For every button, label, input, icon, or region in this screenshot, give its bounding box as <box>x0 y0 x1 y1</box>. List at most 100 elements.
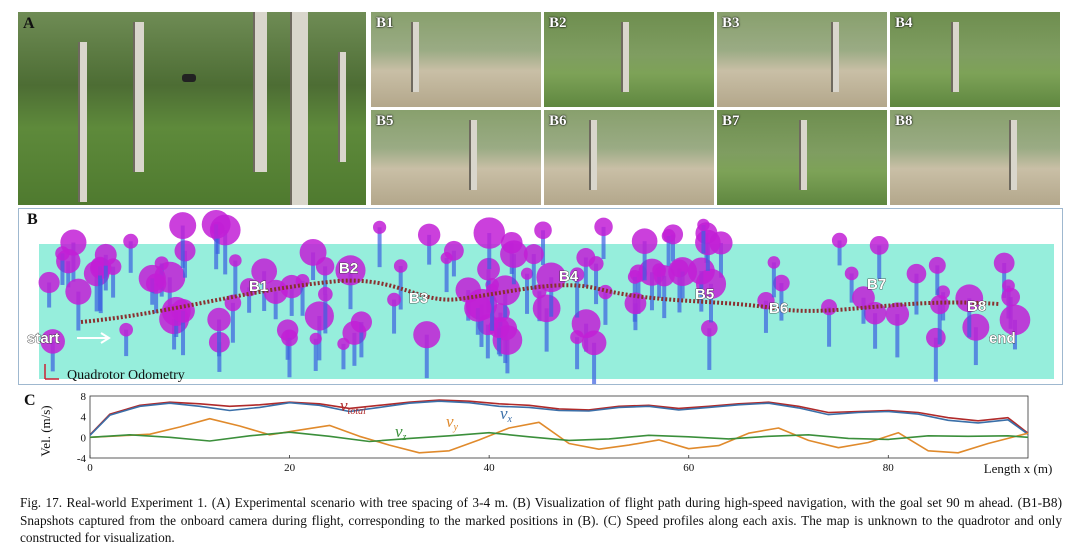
tree-stem <box>511 254 516 285</box>
tree-stem <box>76 291 81 331</box>
tree-stem <box>172 319 177 350</box>
tree-stem <box>505 340 510 374</box>
tree-canopy <box>773 274 790 292</box>
y-axis-label: Vel. (m/s) <box>38 405 53 456</box>
tree-canopy <box>631 228 658 255</box>
tree-canopy <box>38 271 60 294</box>
tree-canopy <box>40 329 65 354</box>
tree-canopy <box>440 252 453 265</box>
tree-canopy <box>928 256 946 274</box>
tree-stem <box>103 254 108 291</box>
tree-canopy <box>523 244 544 265</box>
tree-trunk <box>831 22 839 92</box>
v-y-label: vy <box>446 412 459 433</box>
tree-stem <box>214 224 219 270</box>
tree-stem <box>973 327 978 366</box>
tree-canopy <box>534 221 552 240</box>
tree-canopy <box>624 292 647 315</box>
tree-stem <box>877 245 882 279</box>
map-marker-b4: B4 <box>559 268 579 285</box>
tree-stem <box>666 235 671 268</box>
odometry-label: Quadrotor Odometry <box>67 368 185 383</box>
tree-canopy <box>767 256 781 269</box>
tree-stem <box>451 250 456 277</box>
tree-canopy <box>174 240 196 262</box>
tree-canopy <box>55 246 70 261</box>
tree-stem <box>230 302 235 343</box>
tree-stem <box>311 252 316 281</box>
snapshot-b7: B7 <box>717 110 887 205</box>
map-panel-b: B B1 B2 B3 B4 B5 B6 B7 B8 start end Quadrotor Odom… <box>18 208 1063 385</box>
tree-canopy <box>999 304 1031 336</box>
tree-trunk <box>799 120 807 190</box>
tree-canopy <box>852 286 875 310</box>
tree-stem <box>323 294 328 334</box>
tree-canopy <box>169 212 197 239</box>
tree-stem <box>247 287 252 313</box>
tree-canopy <box>955 284 984 313</box>
snapshot-label: B2 <box>549 15 567 31</box>
tree-trunk <box>411 22 419 92</box>
tree-canopy <box>263 279 288 304</box>
tree-canopy <box>627 270 642 284</box>
x-tick-label: 0 <box>87 462 93 474</box>
v-z-label: vz <box>395 422 407 443</box>
odometry-axes-icon <box>44 364 59 380</box>
map-marker-b2: B2 <box>339 260 358 277</box>
tree-stem <box>575 337 580 370</box>
tree-canopy <box>661 229 676 243</box>
x-axis-label: Length x (m) <box>984 461 1053 476</box>
tree-stem <box>873 313 878 349</box>
tree-stem <box>701 224 706 254</box>
tree-canopy <box>569 267 585 282</box>
tree-canopy <box>350 311 372 333</box>
panel-b-label: B <box>27 211 38 228</box>
tree-canopy <box>581 330 607 356</box>
tree-canopy <box>464 294 492 322</box>
tree-canopy <box>315 257 335 276</box>
tree-stem <box>223 230 228 275</box>
tree-canopy <box>570 330 584 345</box>
tree-trunk <box>951 22 959 92</box>
tree-stem <box>933 337 938 382</box>
plot-frame <box>89 395 1029 459</box>
tree-trunk <box>469 120 477 190</box>
tree-stem <box>289 286 294 316</box>
snapshot-b6: B6 <box>544 110 714 205</box>
tree-canopy <box>65 278 92 305</box>
caption-text: Fig. 17. Real-world Experiment 1. (A) Ex… <box>20 495 1062 545</box>
tree-stem <box>827 307 832 347</box>
tree-canopy <box>885 302 910 326</box>
tree-stem <box>47 282 52 308</box>
tree-canopy <box>318 286 333 302</box>
tree-stem <box>575 274 580 318</box>
tree-canopy <box>119 322 133 337</box>
tree-stem <box>849 273 854 303</box>
tree-stem <box>771 262 776 298</box>
tree-stem <box>779 283 784 321</box>
tree-stem <box>541 230 546 266</box>
tree-canopy <box>251 258 278 285</box>
panel-a-label: A <box>23 15 35 32</box>
series-line-v-total <box>89 399 1029 436</box>
tree-stem <box>427 234 432 265</box>
tree-canopy <box>337 337 350 350</box>
tree-canopy <box>598 284 613 300</box>
photo-panel-a: A <box>18 12 366 205</box>
tree-stem <box>485 324 490 359</box>
tree-canopy <box>701 320 718 337</box>
y-tick-label: 4 <box>81 412 87 424</box>
tree-canopy <box>239 278 259 297</box>
snapshot-b8: B8 <box>890 110 1060 205</box>
series-line-v-z <box>89 431 1029 443</box>
tree-canopy <box>926 327 946 348</box>
tree-stem <box>937 304 942 345</box>
figure-caption: Fig. 17. Real-world Experiment 1. (A) Ex… <box>20 494 1062 547</box>
tree-stem <box>718 242 723 278</box>
tree-stem <box>273 291 278 320</box>
tree-stem <box>1002 262 1007 298</box>
tree-canopy <box>387 292 401 307</box>
snapshot-label: B8 <box>895 113 913 129</box>
tree-stem <box>707 328 712 370</box>
